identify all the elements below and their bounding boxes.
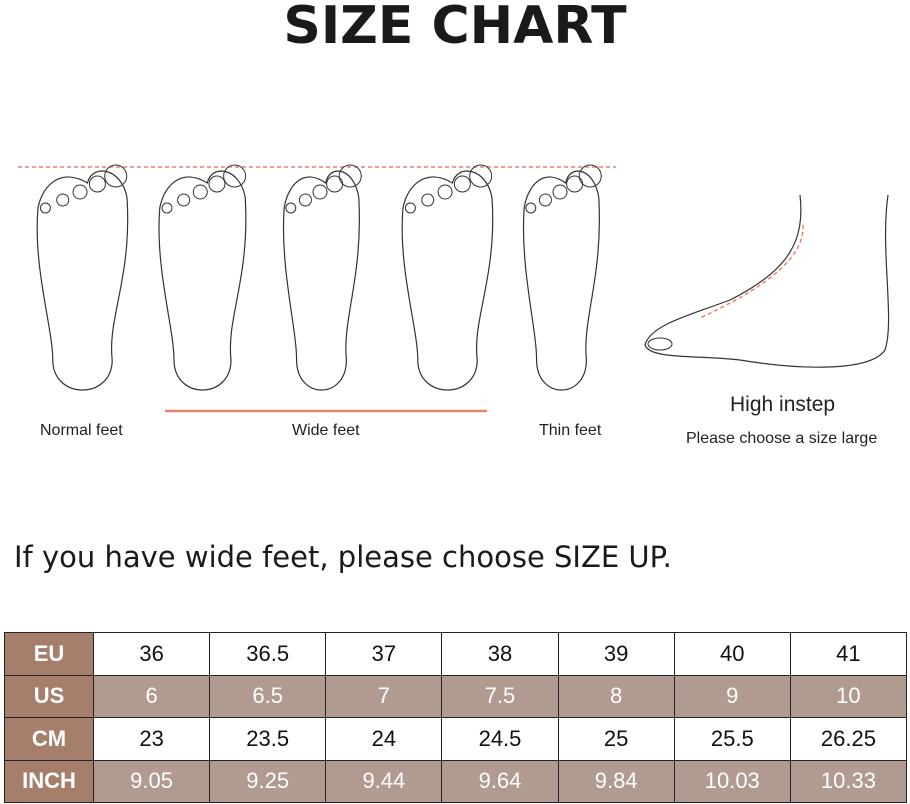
toe-icon — [298, 193, 312, 207]
table-row-inch: INCH 9.05 9.25 9.44 9.64 9.84 10.03 10.33 — [4, 759, 908, 803]
size-cell: 23.5 — [209, 717, 327, 761]
table-row-us: US 6 6.5 7 7.5 8 9 10 — [4, 674, 908, 718]
size-cell: 38 — [441, 632, 559, 676]
toe-icon — [326, 175, 344, 193]
toe-icon — [421, 193, 435, 207]
toe-icon — [223, 164, 247, 188]
toe-icon — [338, 164, 362, 188]
foot-outline-icon — [282, 170, 360, 391]
foot-outline-icon — [158, 170, 247, 391]
toe-icon — [56, 193, 70, 207]
size-cell: 7.5 — [441, 674, 559, 718]
size-cell: 9.44 — [325, 759, 443, 803]
toe-icon — [566, 175, 584, 193]
wide-feet-notice: If you have wide feet, please choose SIZ… — [14, 540, 672, 574]
size-cell: 36 — [92, 632, 211, 676]
size-cell: 36.5 — [209, 632, 327, 676]
toe-icon — [192, 184, 208, 200]
thin-feet-label: Thin feet — [539, 422, 602, 439]
toe-icon — [72, 184, 88, 200]
toe-icon — [453, 175, 471, 193]
size-cell: 37 — [325, 632, 443, 676]
toe-icon — [39, 202, 51, 214]
toe-icon — [312, 184, 328, 200]
big-toe-nail-icon — [647, 337, 673, 351]
size-cell: 41 — [789, 632, 908, 676]
size-cell: 7 — [325, 674, 443, 718]
toe-icon — [285, 202, 297, 214]
high-instep-note: Please choose a size large — [686, 430, 878, 447]
toe-icon — [538, 193, 552, 207]
page-title: SIZE CHART — [283, 0, 627, 56]
side-foot-icon — [644, 194, 890, 368]
normal-feet-label: Normal feet — [40, 422, 123, 439]
size-cell: 24 — [325, 717, 443, 761]
size-cell: 10 — [789, 674, 908, 718]
size-cell: 25.5 — [673, 717, 791, 761]
toe-icon — [161, 202, 173, 214]
table-row-eu: EU 36 36.5 37 38 39 40 41 — [4, 632, 908, 676]
toe-icon — [578, 164, 602, 188]
size-cell: 9.84 — [557, 759, 675, 803]
toe-icon — [437, 184, 453, 200]
size-cell: 8 — [557, 674, 675, 718]
toe-icon — [104, 164, 128, 188]
foot-outline-icon — [36, 170, 129, 391]
size-cell: 40 — [673, 632, 791, 676]
instep-line — [699, 224, 804, 319]
size-cell: 23 — [92, 717, 211, 761]
size-cell: 9 — [673, 674, 791, 718]
toe-icon — [469, 164, 493, 188]
foot-outline-icon — [522, 170, 600, 391]
size-cell: 10.33 — [789, 759, 908, 803]
toe-icon — [208, 175, 226, 193]
size-cell: 9.64 — [441, 759, 559, 803]
toe-icon — [88, 175, 106, 193]
toe-icon — [552, 184, 568, 200]
toe-icon — [404, 202, 416, 214]
row-header: INCH — [4, 759, 94, 803]
toe-icon — [177, 193, 191, 207]
size-cell: 10.03 — [673, 759, 791, 803]
toe-icon — [525, 202, 537, 214]
size-cell: 9.05 — [92, 759, 211, 803]
wide-feet-label: Wide feet — [292, 422, 360, 439]
size-table: EU 36 36.5 37 38 39 40 41 US 6 6.5 7 7.5 8 9 10 CM 23 23.5… — [4, 632, 908, 803]
foot-outline-icon — [401, 170, 494, 391]
feet-illustration — [18, 164, 890, 413]
row-header: EU — [4, 632, 94, 676]
size-cell: 25 — [557, 717, 675, 761]
size-cell: 24.5 — [441, 717, 559, 761]
size-cell: 39 — [557, 632, 675, 676]
row-header: US — [4, 674, 94, 718]
size-cell: 26.25 — [789, 717, 908, 761]
table-row-cm: CM 23 23.5 24 24.5 25 25.5 26.25 — [4, 717, 908, 761]
high-instep-label: High instep — [730, 393, 836, 416]
size-cell: 9.25 — [209, 759, 327, 803]
size-cell: 6 — [92, 674, 211, 718]
row-header: CM — [4, 717, 94, 761]
size-cell: 6.5 — [209, 674, 327, 718]
